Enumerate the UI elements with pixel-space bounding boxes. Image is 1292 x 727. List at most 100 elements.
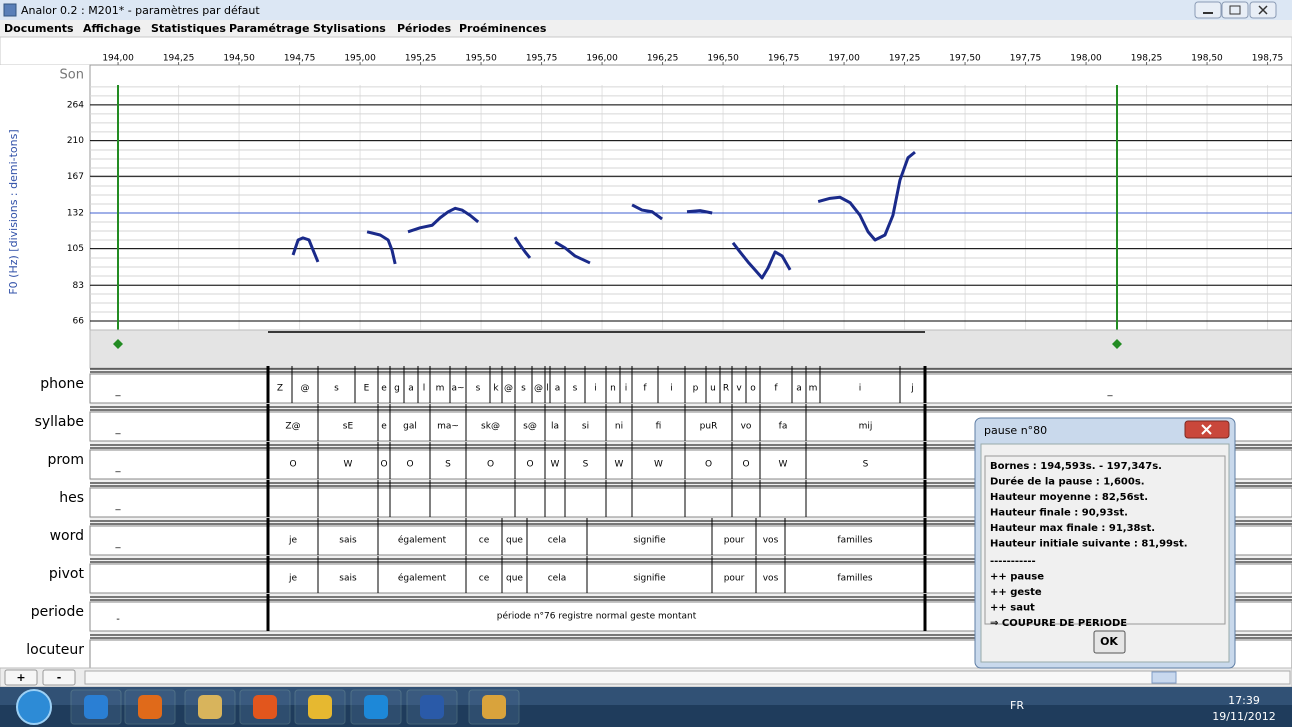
x-tick-label: 195,75 (526, 54, 558, 64)
tier-row (89, 373, 1292, 404)
zoom-button-label[interactable]: + (16, 671, 25, 684)
dialog-close-glyph (1201, 424, 1212, 435)
tier-cell: W (344, 460, 353, 470)
window-control[interactable] (1221, 1, 1249, 19)
tier-cell: O (487, 460, 494, 470)
zoom-button-label[interactable]: - (57, 671, 62, 684)
tier-cell: fa (779, 422, 788, 432)
menu-item[interactable]: Statistiques (151, 22, 226, 35)
tier-cell: vos (763, 536, 779, 546)
tier-cell: E (364, 384, 370, 394)
close-glyph (1258, 5, 1268, 15)
boundary-marker (113, 339, 123, 349)
tier-cell: la (551, 422, 559, 432)
dialog-line: ++ geste (990, 587, 1042, 598)
scrollbar[interactable] (84, 670, 1291, 685)
menu-bar (0, 20, 1292, 37)
tier-cell: @ (301, 384, 310, 394)
taskbar-icon[interactable] (482, 695, 506, 719)
tier-cell: s@ (523, 422, 537, 432)
tier-name: phone (40, 376, 84, 392)
tier-cell: O (289, 460, 296, 470)
tier-cell: e (381, 422, 387, 432)
taskbar-icon[interactable] (364, 695, 388, 719)
tier-cell: je (288, 574, 298, 584)
menu-item[interactable]: Proéminences (459, 22, 547, 35)
dialog-line: Durée de la pause : 1,600s. (990, 476, 1145, 488)
dialog-ok[interactable] (1093, 630, 1126, 654)
plot-area (89, 64, 1292, 331)
tier-cell: que (506, 536, 523, 546)
x-tick-label: 196,75 (768, 54, 800, 64)
tier-cell: ce (479, 536, 490, 546)
taskbar-icon[interactable] (138, 695, 162, 719)
taskbar-icon[interactable] (84, 695, 108, 719)
y-tick-label: 105 (67, 244, 84, 254)
tier-cell: familles (837, 574, 872, 584)
tier-cell: s (521, 384, 526, 394)
taskbar-icon[interactable] (308, 695, 332, 719)
dialog-ok-label[interactable]: OK (1100, 635, 1118, 648)
f0-curve (554, 240, 591, 265)
tier-cell: p (693, 384, 699, 394)
dialog-line: ++ pause (990, 572, 1044, 583)
x-tick-label: 198,00 (1070, 54, 1102, 64)
tier-cell: également (398, 535, 447, 546)
tier-cell: ni (615, 422, 623, 432)
tier-first-cell: _ (115, 424, 122, 435)
tier-cell: si (582, 422, 589, 432)
tier-cell: également (398, 573, 447, 584)
tier-cell: @ (504, 384, 513, 394)
dialog-line: ++ saut (990, 603, 1035, 614)
x-tick-label: 198,50 (1191, 54, 1223, 64)
tier-cell: g (394, 384, 400, 394)
x-tick-label: 196,25 (647, 54, 679, 64)
tier-name: hes (59, 490, 84, 506)
dialog-line: Hauteur initiale suivante : 81,99st. (990, 539, 1188, 550)
tier-first-cell: _ (115, 538, 122, 549)
menu-item[interactable]: Documents (4, 22, 74, 35)
menu-item[interactable]: Paramétrage (229, 22, 309, 35)
window-control[interactable] (1194, 1, 1222, 19)
tier-cell: i (625, 384, 628, 394)
menu-item[interactable]: Affichage (83, 22, 141, 35)
tier-cell: v (736, 384, 742, 394)
start-button[interactable] (16, 689, 52, 725)
taskbar-icon[interactable] (198, 695, 222, 719)
f0-curve (686, 209, 713, 215)
scroll-thumb[interactable] (1151, 671, 1177, 684)
taskbar-icon[interactable] (253, 695, 277, 719)
zoom-button[interactable] (4, 669, 38, 686)
taskbar-time: 17:39 (1228, 694, 1260, 707)
tier-cell: fi (656, 422, 662, 432)
x-tick-label: 194,00 (102, 54, 134, 64)
tier-first-cell: - (116, 614, 120, 625)
tier-cell: f (774, 384, 778, 394)
x-tick-label: 194,50 (223, 54, 255, 64)
tier-cell: S (863, 460, 869, 470)
menu-item[interactable]: Périodes (397, 22, 452, 35)
tier-cell: W (615, 460, 624, 470)
dialog-line: Hauteur max finale : 91,38st. (990, 523, 1155, 534)
zoom-button[interactable] (42, 669, 76, 686)
y-tick-label: 167 (67, 172, 84, 182)
dialog-line: Bornes : 194,593s. - 197,347s. (990, 461, 1162, 472)
tier-cell: W (551, 460, 560, 470)
tier-cell: familles (837, 536, 872, 546)
tier-cell: O (742, 460, 749, 470)
dialog-line: ⇒ COUPURE DE PERIODE (990, 618, 1127, 629)
tier-cell: a~ (451, 384, 464, 394)
tier-cell: Z (277, 384, 283, 394)
dialog-line: Hauteur finale : 90,93st. (990, 508, 1128, 519)
tier-cell: O (406, 460, 413, 470)
f0-curve (366, 230, 397, 265)
taskbar-icon[interactable] (420, 695, 444, 719)
tier-cell: O (526, 460, 533, 470)
menu-item[interactable]: Stylisations (313, 22, 386, 35)
y-axis-label: F0 (Hz) [divisions : demi-tons] (7, 129, 20, 294)
maximize-glyph (1229, 5, 1241, 15)
tier-cell: puR (700, 422, 718, 432)
tier-cell: a (796, 384, 802, 394)
